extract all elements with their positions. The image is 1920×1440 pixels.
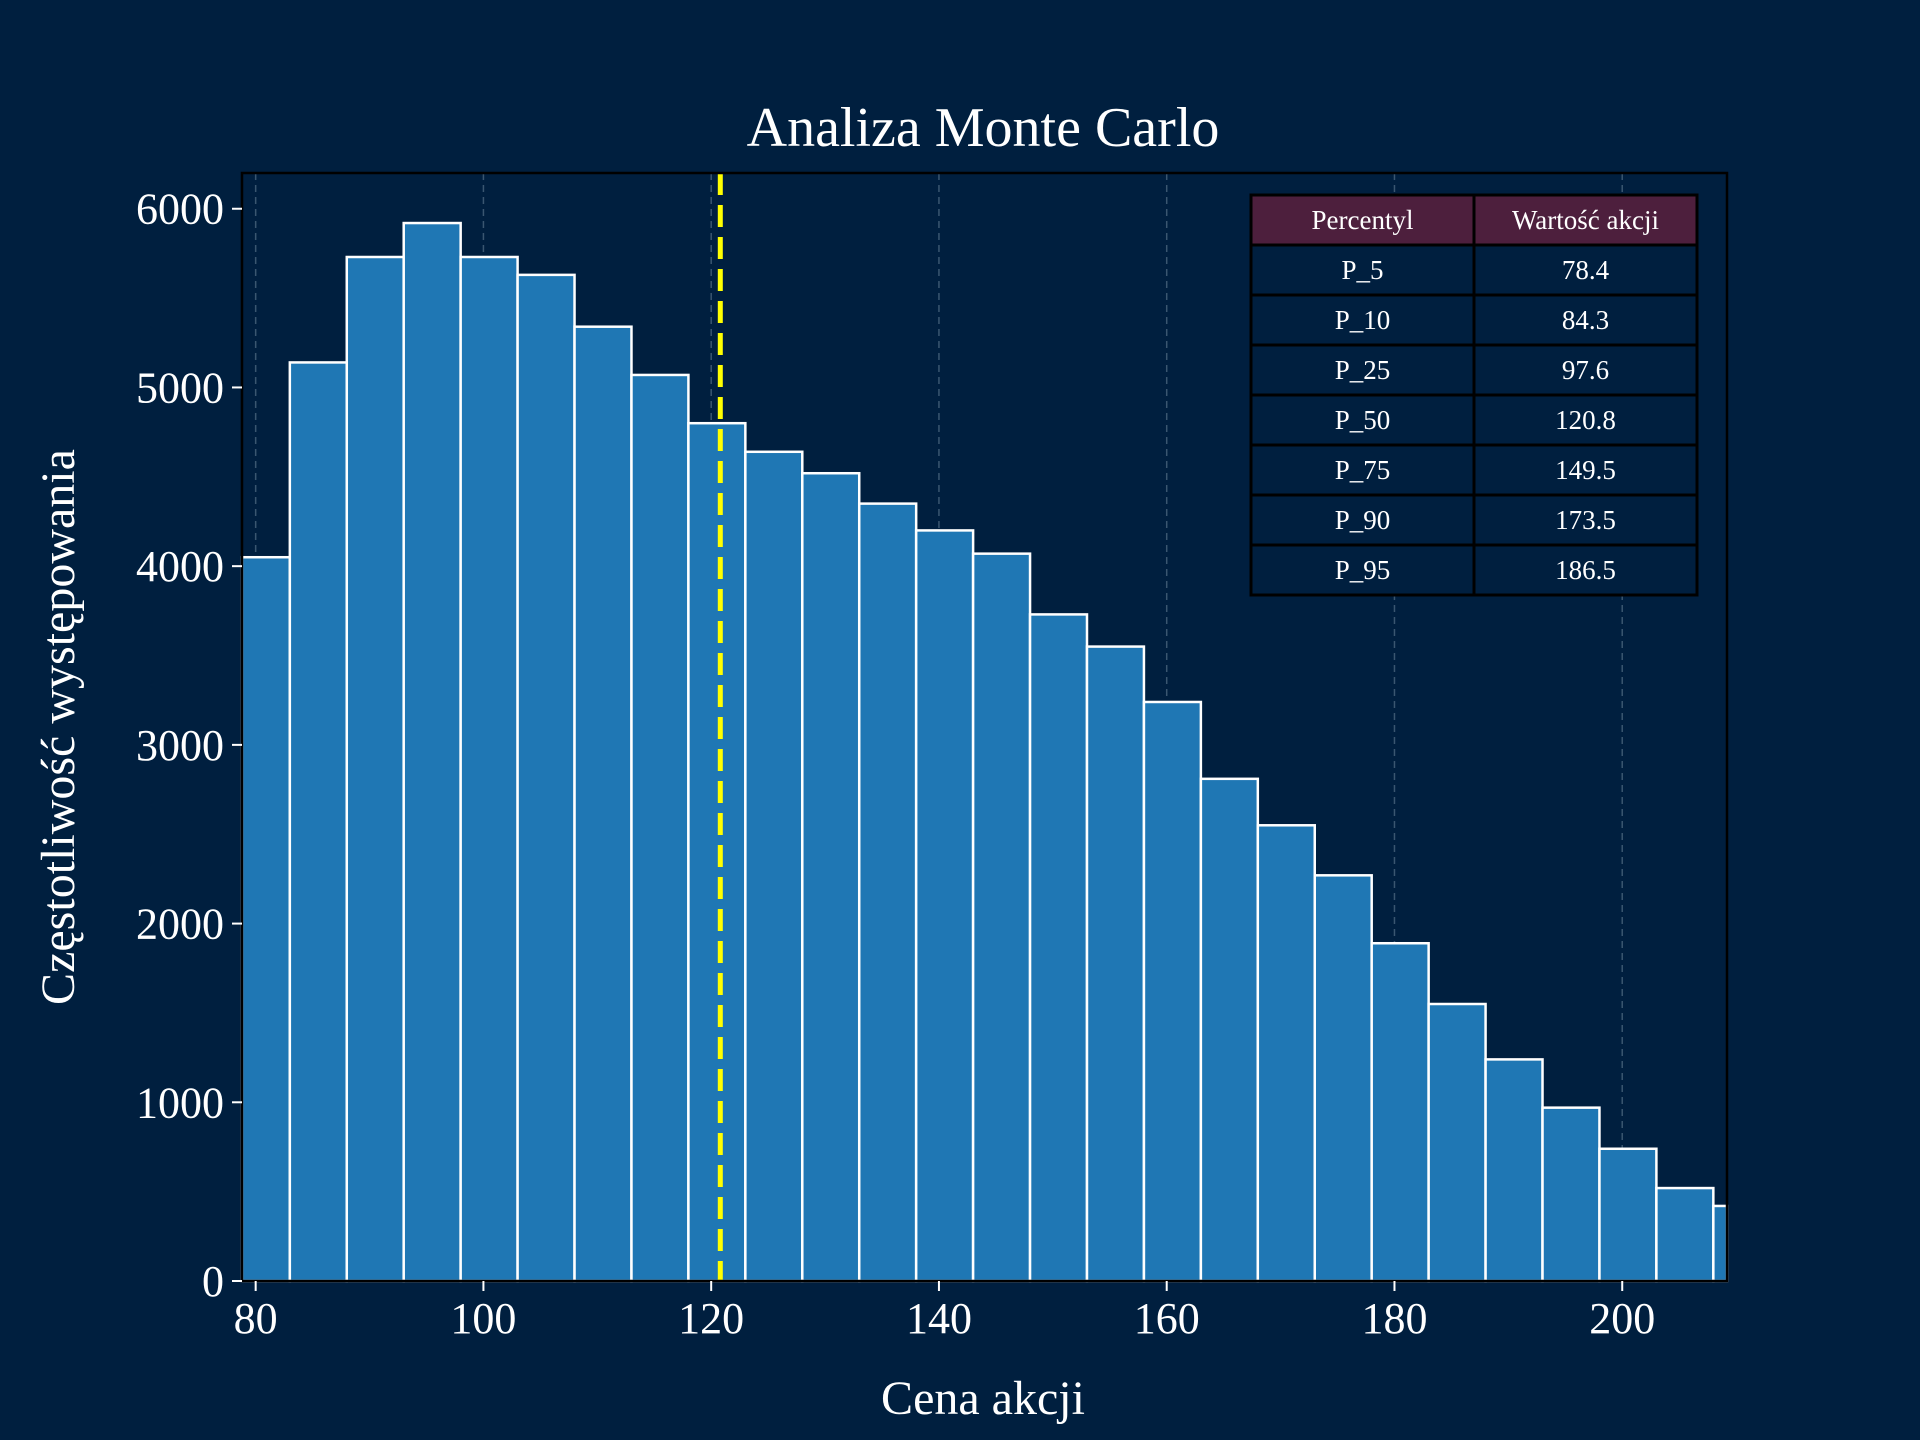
percentile-table: Percentyl Wartość akcji P_5 78.4 P_10 84.3 P_2…: [1249, 193, 1699, 597]
table-cell: [1249, 543, 1476, 597]
histogram-bar: [630, 373, 690, 1283]
table-header-cell: [1472, 193, 1699, 247]
histogram-bar: [345, 255, 405, 1283]
table-cell-text: P_95: [1335, 555, 1391, 585]
histogram-bar: [459, 255, 519, 1283]
table-cell-text: 173.5: [1555, 505, 1616, 535]
y-tick-label: 5000: [136, 363, 224, 412]
table-cell: [1249, 443, 1476, 497]
table-cell-text: P_50: [1335, 405, 1391, 435]
table-header-cell: [1249, 193, 1476, 247]
table-cell-text: 186.5: [1555, 555, 1616, 585]
histogram-bar: [801, 471, 861, 1283]
y-tick-label: 3000: [136, 721, 224, 770]
y-tick-label: 6000: [136, 185, 224, 234]
table-cell: [1472, 543, 1699, 597]
table-cell: [1472, 493, 1699, 547]
histogram-bar: [1541, 1106, 1601, 1283]
histogram-bar: [857, 502, 918, 1283]
histogram-bar: [288, 361, 349, 1283]
histogram-bar: [971, 552, 1032, 1283]
histogram-bar: [1712, 1204, 1729, 1283]
table-cell-text: 84.3: [1562, 305, 1609, 335]
table-cell: [1249, 243, 1476, 297]
histogram-bar: [1598, 1147, 1658, 1283]
histogram-bar: [402, 221, 462, 1283]
table-header-label: Percentyl: [1312, 205, 1414, 235]
x-tick-label: 200: [1589, 1294, 1655, 1343]
y-axis-ticks: 0 1000 2000 3000 4000 5000 6000: [136, 185, 242, 1306]
histogram-bar: [744, 450, 804, 1283]
histogram-bar: [1370, 941, 1430, 1283]
table-cell-text: 120.8: [1555, 405, 1616, 435]
table-cell-text: P_5: [1341, 255, 1383, 285]
x-tick-label: 120: [678, 1294, 744, 1343]
table-cell: [1472, 343, 1699, 397]
histogram-bar: [1655, 1186, 1715, 1283]
y-tick-label: 2000: [136, 900, 224, 949]
table-cell: [1472, 443, 1699, 497]
y-tick-label: 4000: [136, 542, 224, 591]
table-cell-text: 97.6: [1562, 355, 1609, 385]
x-axis-label: Cena akcji: [881, 1372, 1085, 1425]
plot-frame: [240, 171, 1729, 1283]
histogram-bar: [1313, 874, 1373, 1283]
histogram-bar: [1142, 700, 1203, 1283]
chart-title: Analiza Monte Carlo: [747, 97, 1220, 159]
histogram-bar: [1484, 1058, 1544, 1283]
histogram-bar: [914, 529, 975, 1283]
x-tick-label: 140: [906, 1294, 972, 1343]
table-cell-text: P_10: [1335, 305, 1391, 335]
x-tick-label: 100: [450, 1294, 516, 1343]
table-cell: [1472, 393, 1699, 447]
table-header-label: Wartość akcji: [1512, 205, 1659, 235]
x-tick-label: 80: [234, 1294, 278, 1343]
histogram-bars: [240, 221, 1729, 1283]
histogram-bar: [1199, 777, 1260, 1283]
x-tick-label: 180: [1361, 1294, 1427, 1343]
table-cell-text: P_75: [1335, 455, 1391, 485]
table-cell-text: P_90: [1335, 505, 1391, 535]
table-cell-text: 78.4: [1562, 255, 1610, 285]
y-axis-label: Częstotliwość występowania: [32, 449, 85, 1005]
histogram-bar: [687, 421, 747, 1283]
x-axis-ticks: 80 100 120 140 160 180 200: [234, 1281, 1655, 1343]
table-cell-text: 149.5: [1555, 455, 1616, 485]
histogram-bar: [240, 555, 292, 1283]
histogram-bar: [1427, 1002, 1487, 1283]
table-cell-text: P_25: [1335, 355, 1391, 385]
table-cell: [1472, 293, 1699, 347]
histogram-bar: [1256, 824, 1317, 1283]
histogram-bar: [516, 273, 576, 1283]
histogram-bar: [1028, 613, 1089, 1283]
y-tick-label: 0: [202, 1257, 224, 1306]
histogram-bar: [573, 325, 633, 1283]
y-tick-label: 1000: [136, 1078, 224, 1127]
x-tick-label: 160: [1134, 1294, 1200, 1343]
histogram-bar: [1085, 645, 1146, 1283]
